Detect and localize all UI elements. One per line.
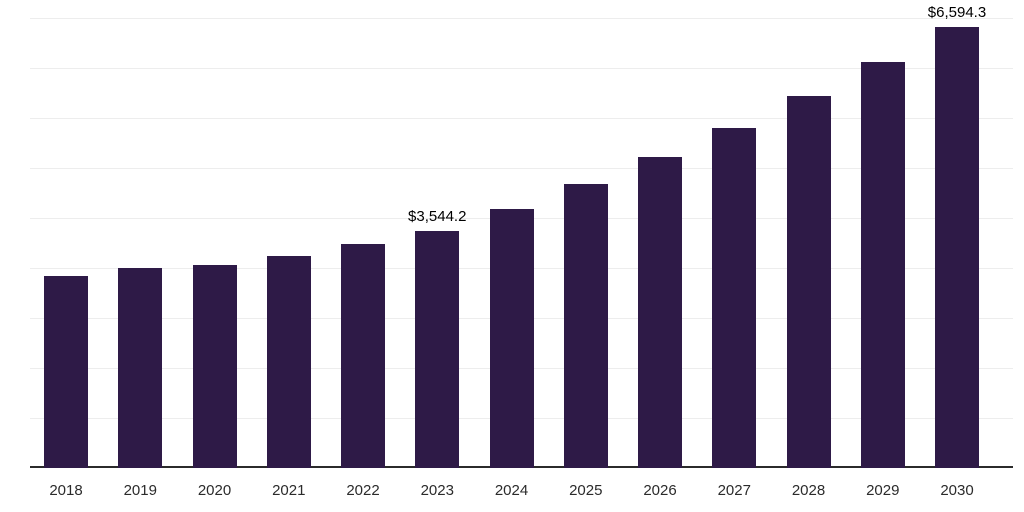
- bar-column: 2022: [341, 0, 385, 512]
- x-axis-tick-label: 2026: [643, 482, 677, 499]
- bar-column: 2024: [489, 0, 534, 512]
- bar-column: 2027: [712, 0, 757, 512]
- bar-value-label: $6,594.3: [927, 4, 987, 22]
- bar: [44, 276, 88, 468]
- bar: [341, 244, 385, 468]
- gridline: [30, 168, 1013, 169]
- bar: [638, 157, 682, 468]
- bar: [489, 208, 534, 468]
- bar-column: 2019: [118, 0, 163, 512]
- x-axis-tick-label: 2021: [272, 482, 306, 499]
- x-axis-tick-label: 2022: [346, 482, 380, 499]
- x-axis-tick-label: 2025: [569, 482, 603, 499]
- x-axis-tick-label: 2029: [866, 482, 900, 499]
- bar: [935, 27, 979, 468]
- x-axis-tick-label: 2030: [940, 482, 974, 499]
- bar: [712, 128, 757, 468]
- gridline: [30, 68, 1013, 69]
- bar-value-label: $3,544.2: [408, 208, 467, 225]
- bar-column: $3,544.2 2023: [408, 0, 466, 512]
- bar: [415, 231, 460, 468]
- x-axis-tick-label: 2028: [791, 482, 826, 499]
- x-axis-tick-label: 2024: [494, 482, 529, 499]
- x-axis-tick-label: 2020: [197, 482, 232, 499]
- bar: [266, 256, 311, 468]
- bar: [192, 265, 237, 468]
- bar-column: 2021: [266, 0, 311, 512]
- x-axis-tick-label: 2027: [717, 482, 751, 499]
- bar-column: 2029: [860, 0, 905, 512]
- bar: [118, 268, 163, 468]
- bars-area: 2018 2019 2020 2021 2022 $3,544.2 2023 2024 2025…: [44, 0, 986, 512]
- bar-column: 2018: [44, 0, 88, 512]
- gridline: [30, 18, 1013, 19]
- bar-column: 2026: [638, 0, 682, 512]
- bar-column: 2020: [192, 0, 237, 512]
- gridline: [30, 118, 1013, 119]
- bar-column: $6,594.3 2030: [928, 0, 986, 512]
- bar: [860, 62, 905, 468]
- x-axis-tick-label: 2023: [420, 482, 454, 499]
- bar-column: 2025: [563, 0, 608, 512]
- bar: [563, 183, 608, 468]
- bar-column: 2028: [786, 0, 831, 512]
- x-axis-tick-label: 2019: [123, 482, 157, 499]
- x-axis-tick-label: 2018: [49, 482, 83, 499]
- bar: [786, 95, 831, 468]
